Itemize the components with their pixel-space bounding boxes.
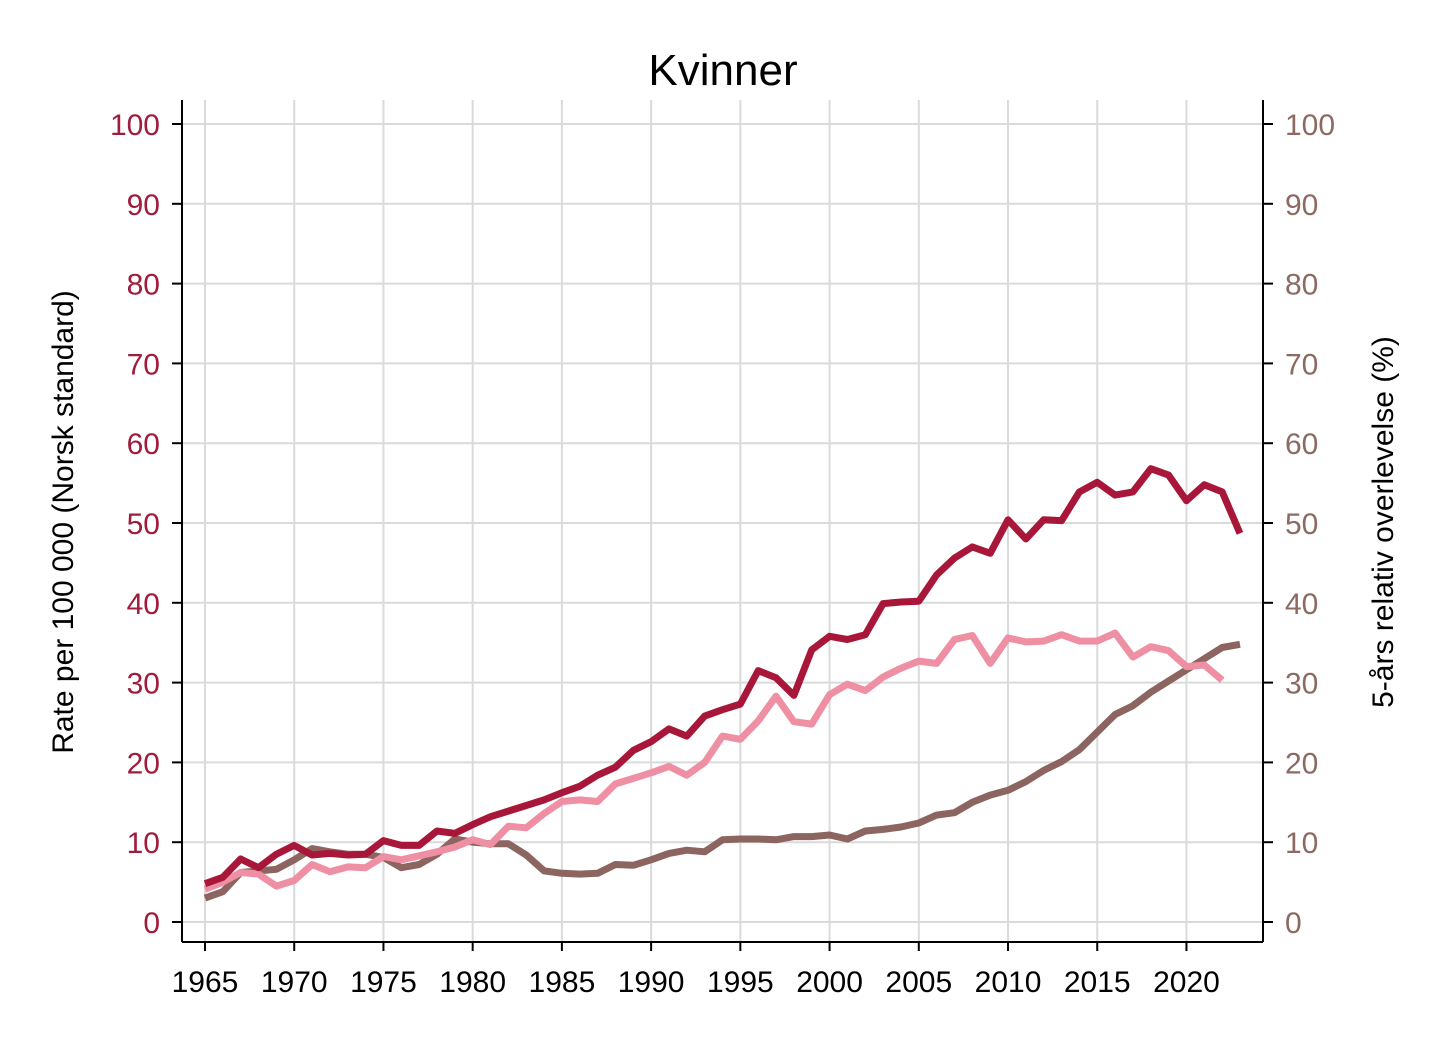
- y-left-tick-label: 20: [127, 747, 160, 780]
- y-left-tick-label: 30: [127, 668, 160, 701]
- gridlines: [182, 100, 1263, 942]
- x-tick-label: 1970: [261, 966, 328, 999]
- y-left-tick-label: 70: [127, 348, 160, 381]
- y-left-tick-label: 0: [143, 907, 160, 940]
- x-tick-label: 2020: [1153, 966, 1220, 999]
- y-right-tick-label: 90: [1285, 189, 1318, 222]
- x-tick-label: 2000: [796, 966, 863, 999]
- y-right-tick-label: 30: [1285, 668, 1318, 701]
- y-right-tick-label: 100: [1285, 109, 1335, 142]
- y-left-tick-label: 50: [127, 508, 160, 541]
- y-left-tick-label: 60: [127, 428, 160, 461]
- y-left-tick-label: 90: [127, 189, 160, 222]
- series-line-incidence: [203, 465, 1244, 887]
- x-tick-label: 1965: [172, 966, 239, 999]
- y-left-tick-label: 10: [127, 827, 160, 860]
- y-right-tick-label: 10: [1285, 827, 1318, 860]
- y-left-tick-label: 100: [110, 109, 160, 142]
- y-left-tick-label: 80: [127, 269, 160, 302]
- y-right-tick-label: 80: [1285, 269, 1318, 302]
- x-tick-label: 1990: [618, 966, 685, 999]
- chart-title: Kvinner: [648, 46, 797, 95]
- axes: [172, 100, 1273, 951]
- x-tick-label: 1985: [529, 966, 596, 999]
- series-line-mortality: [203, 629, 1225, 893]
- x-tick-label: 2010: [975, 966, 1042, 999]
- x-tick-label: 1975: [350, 966, 417, 999]
- y-axis-left-label: Rate per 100 000 (Norsk standard): [47, 290, 80, 754]
- tick-labels: 1965 1970 1975 1980 1985 1990 1995 2000 2005 2010…: [110, 109, 1335, 999]
- y-left-tick-label: 40: [127, 588, 160, 621]
- x-tick-label: 2005: [885, 966, 952, 999]
- y-right-tick-label: 50: [1285, 508, 1318, 541]
- y-right-tick-label: 70: [1285, 348, 1318, 381]
- series-lines: [203, 465, 1244, 902]
- y-axis-right-label: 5-års relativ overlevelse (%): [1367, 336, 1400, 708]
- x-tick-label: 1980: [439, 966, 506, 999]
- x-tick-label: 1995: [707, 966, 774, 999]
- y-right-tick-label: 40: [1285, 588, 1318, 621]
- y-right-tick-label: 60: [1285, 428, 1318, 461]
- x-tick-label: 2015: [1064, 966, 1131, 999]
- y-right-tick-label: 20: [1285, 747, 1318, 780]
- y-right-tick-label: 0: [1285, 907, 1302, 940]
